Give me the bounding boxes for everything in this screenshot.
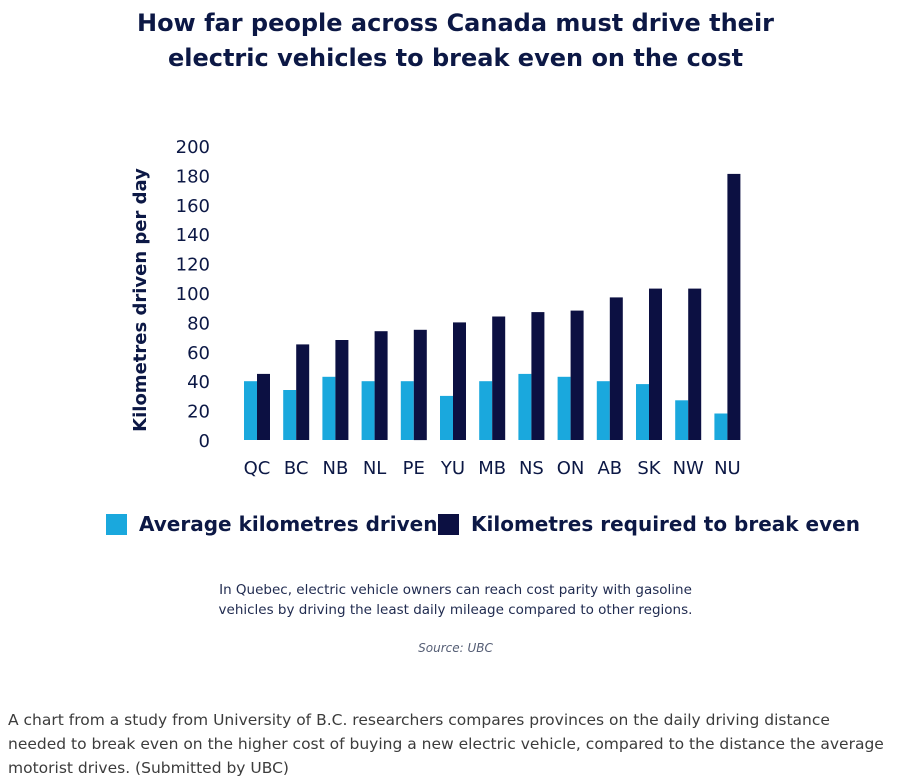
legend-swatch-required xyxy=(438,513,459,535)
legend-swatch-average xyxy=(106,513,127,535)
y-tick-label: 100 xyxy=(176,284,210,305)
bar-required-ab xyxy=(609,297,623,440)
bar-average-qc xyxy=(244,381,257,440)
legend-item-average: Average kilometres driven xyxy=(106,512,437,536)
y-tick-label: 40 xyxy=(187,372,210,393)
x-tick-label: NB xyxy=(322,458,348,479)
bar-average-sk xyxy=(636,384,649,440)
chart-note-line-1: In Quebec, electric vehicle owners can r… xyxy=(219,582,692,598)
bar-average-ns xyxy=(518,373,532,440)
bar-average-on xyxy=(557,376,571,440)
chart-note: In Quebec, electric vehicle owners can r… xyxy=(0,580,911,620)
y-axis-ticks: 0 20 40 60 80 100 120 140 160 180 200 xyxy=(176,137,210,452)
y-tick-label: 180 xyxy=(176,166,210,187)
bar-average-nl xyxy=(361,381,375,440)
y-tick-label: 200 xyxy=(176,137,210,158)
legend: Average kilometres driven Kilometres req… xyxy=(0,512,911,542)
caption-line-2: needed to break even on the higher cost … xyxy=(8,735,884,753)
x-axis-ticks: QC BC NB NL PE YU MB NS ON AB SK NW NU xyxy=(244,458,741,479)
bar-required-ns xyxy=(531,312,545,440)
bar-required-nw xyxy=(688,288,702,440)
bar-required-qc xyxy=(257,373,270,440)
legend-label-required: Kilometres required to break even xyxy=(471,512,860,536)
bar-required-nl xyxy=(374,331,388,440)
y-tick-label: 80 xyxy=(187,313,210,334)
bar-average-ab xyxy=(596,381,610,440)
x-tick-label: NU xyxy=(714,458,741,479)
bar-average-bc xyxy=(283,390,297,440)
chart-source: Source: UBC xyxy=(418,641,493,655)
bar-required-on xyxy=(570,310,584,440)
bar-required-bc xyxy=(296,344,310,440)
bar-required-nb xyxy=(335,340,349,440)
x-tick-label: YU xyxy=(440,458,465,479)
bar-required-yu xyxy=(453,322,466,440)
y-tick-label: 0 xyxy=(199,431,210,452)
x-tick-label: QC xyxy=(244,458,271,479)
chart-title: How far people across Canada must drive … xyxy=(0,6,911,76)
image-caption: A chart from a study from University of … xyxy=(8,708,908,780)
y-tick-label: 120 xyxy=(176,255,210,276)
chart-title-line-2: electric vehicles to break even on the c… xyxy=(167,44,744,72)
x-tick-label: MB xyxy=(478,458,506,479)
bar-average-pe xyxy=(400,381,414,440)
y-tick-label: 60 xyxy=(187,343,210,364)
bar-average-yu xyxy=(440,395,453,440)
x-tick-label: PE xyxy=(403,458,425,479)
bar-average-nb xyxy=(322,376,336,440)
x-tick-label: BC xyxy=(284,458,309,479)
caption-line-3: motorist drives. (Submitted by UBC) xyxy=(8,759,289,777)
bar-required-pe xyxy=(413,329,427,441)
x-tick-label: SK xyxy=(637,458,661,479)
bars xyxy=(244,173,741,441)
x-tick-label: NS xyxy=(519,458,544,479)
chart-title-line-1: How far people across Canada must drive … xyxy=(136,9,775,37)
bar-average-nu xyxy=(714,413,728,440)
bar-average-mb xyxy=(479,381,493,440)
bar-required-mb xyxy=(492,316,506,440)
x-tick-label: AB xyxy=(597,458,622,479)
y-tick-label: 20 xyxy=(187,402,210,423)
legend-item-required: Kilometres required to break even xyxy=(438,512,860,536)
bar-required-nu xyxy=(727,173,741,440)
bar-average-nw xyxy=(675,400,689,440)
chart-note-line-2: vehicles by driving the least daily mile… xyxy=(218,602,693,618)
caption-line-1: A chart from a study from University of … xyxy=(8,711,830,729)
y-axis-label: Kilometres driven per day xyxy=(130,168,151,432)
x-tick-label: NL xyxy=(363,458,387,479)
y-tick-label: 140 xyxy=(176,225,210,246)
bar-required-sk xyxy=(649,288,662,440)
x-tick-label: ON xyxy=(557,458,585,479)
bar-chart: Kilometres driven per day 0 20 40 60 80 100 12… xyxy=(130,137,741,479)
y-axis-label-group: Kilometres driven per day xyxy=(130,168,151,432)
y-tick-label: 160 xyxy=(176,196,210,217)
x-tick-label: NW xyxy=(673,458,704,479)
legend-label-average: Average kilometres driven xyxy=(139,512,438,536)
